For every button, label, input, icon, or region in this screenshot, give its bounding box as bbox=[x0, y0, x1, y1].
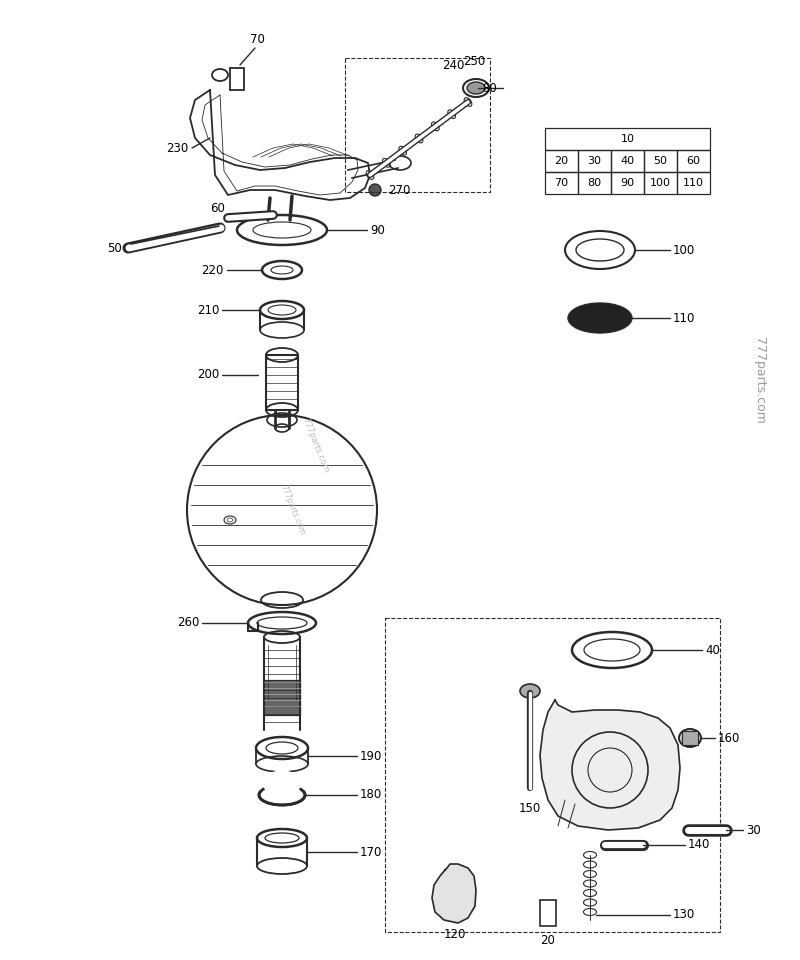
Text: 200: 200 bbox=[197, 369, 219, 381]
Text: 220: 220 bbox=[202, 263, 224, 276]
Bar bbox=[545, 172, 578, 194]
Circle shape bbox=[369, 184, 381, 196]
Bar bbox=[266, 355, 298, 410]
Text: 70: 70 bbox=[554, 178, 569, 188]
Wedge shape bbox=[262, 773, 302, 795]
Text: 140: 140 bbox=[688, 838, 710, 852]
Text: 40: 40 bbox=[705, 643, 720, 657]
Bar bbox=[578, 150, 611, 172]
Text: 180: 180 bbox=[360, 788, 382, 802]
Text: 110: 110 bbox=[683, 178, 704, 188]
Text: 777parts.com: 777parts.com bbox=[754, 337, 766, 423]
Bar bbox=[644, 150, 677, 172]
Text: 80: 80 bbox=[587, 178, 602, 188]
Text: 100: 100 bbox=[673, 244, 695, 256]
Text: 160: 160 bbox=[718, 732, 740, 745]
Text: 777parts.com: 777parts.com bbox=[278, 484, 306, 537]
Bar bbox=[677, 172, 710, 194]
Bar bbox=[545, 128, 710, 150]
Text: 777parts.com: 777parts.com bbox=[300, 417, 330, 473]
Text: 10: 10 bbox=[621, 134, 634, 144]
Text: 250: 250 bbox=[463, 55, 485, 68]
Text: 150: 150 bbox=[519, 802, 541, 814]
Text: 230: 230 bbox=[166, 141, 188, 155]
Text: 50: 50 bbox=[107, 242, 122, 254]
Text: 60: 60 bbox=[686, 156, 701, 166]
Text: 270: 270 bbox=[388, 183, 410, 197]
Text: 90: 90 bbox=[621, 178, 634, 188]
Polygon shape bbox=[432, 864, 476, 923]
Bar bbox=[264, 680, 300, 715]
Ellipse shape bbox=[520, 684, 540, 698]
Text: 210: 210 bbox=[197, 303, 219, 317]
Bar bbox=[677, 150, 710, 172]
Text: 40: 40 bbox=[621, 156, 634, 166]
Ellipse shape bbox=[467, 82, 485, 94]
Text: 130: 130 bbox=[673, 908, 695, 922]
Bar bbox=[644, 172, 677, 194]
Text: 70: 70 bbox=[250, 33, 265, 46]
Ellipse shape bbox=[568, 303, 632, 333]
Text: 100: 100 bbox=[650, 178, 671, 188]
Bar bbox=[540, 900, 556, 926]
Bar bbox=[264, 680, 300, 715]
Text: 80: 80 bbox=[482, 82, 497, 94]
Text: 20: 20 bbox=[554, 156, 569, 166]
Text: 260: 260 bbox=[177, 616, 199, 630]
Bar bbox=[611, 172, 644, 194]
Text: 30: 30 bbox=[587, 156, 602, 166]
Text: 30: 30 bbox=[746, 824, 761, 836]
Bar bbox=[545, 150, 578, 172]
Ellipse shape bbox=[679, 729, 701, 747]
Bar bbox=[578, 172, 611, 194]
Bar bbox=[230, 68, 244, 90]
Text: 60: 60 bbox=[210, 202, 225, 214]
Text: 110: 110 bbox=[673, 311, 695, 324]
Text: 20: 20 bbox=[541, 933, 555, 947]
Bar bbox=[682, 731, 698, 745]
Text: 90: 90 bbox=[370, 224, 385, 236]
Bar bbox=[611, 150, 644, 172]
Text: 240: 240 bbox=[442, 59, 464, 72]
Text: 170: 170 bbox=[360, 846, 382, 858]
Text: 50: 50 bbox=[654, 156, 667, 166]
Polygon shape bbox=[540, 700, 680, 830]
Text: 120: 120 bbox=[444, 928, 466, 942]
Text: 190: 190 bbox=[360, 750, 382, 762]
